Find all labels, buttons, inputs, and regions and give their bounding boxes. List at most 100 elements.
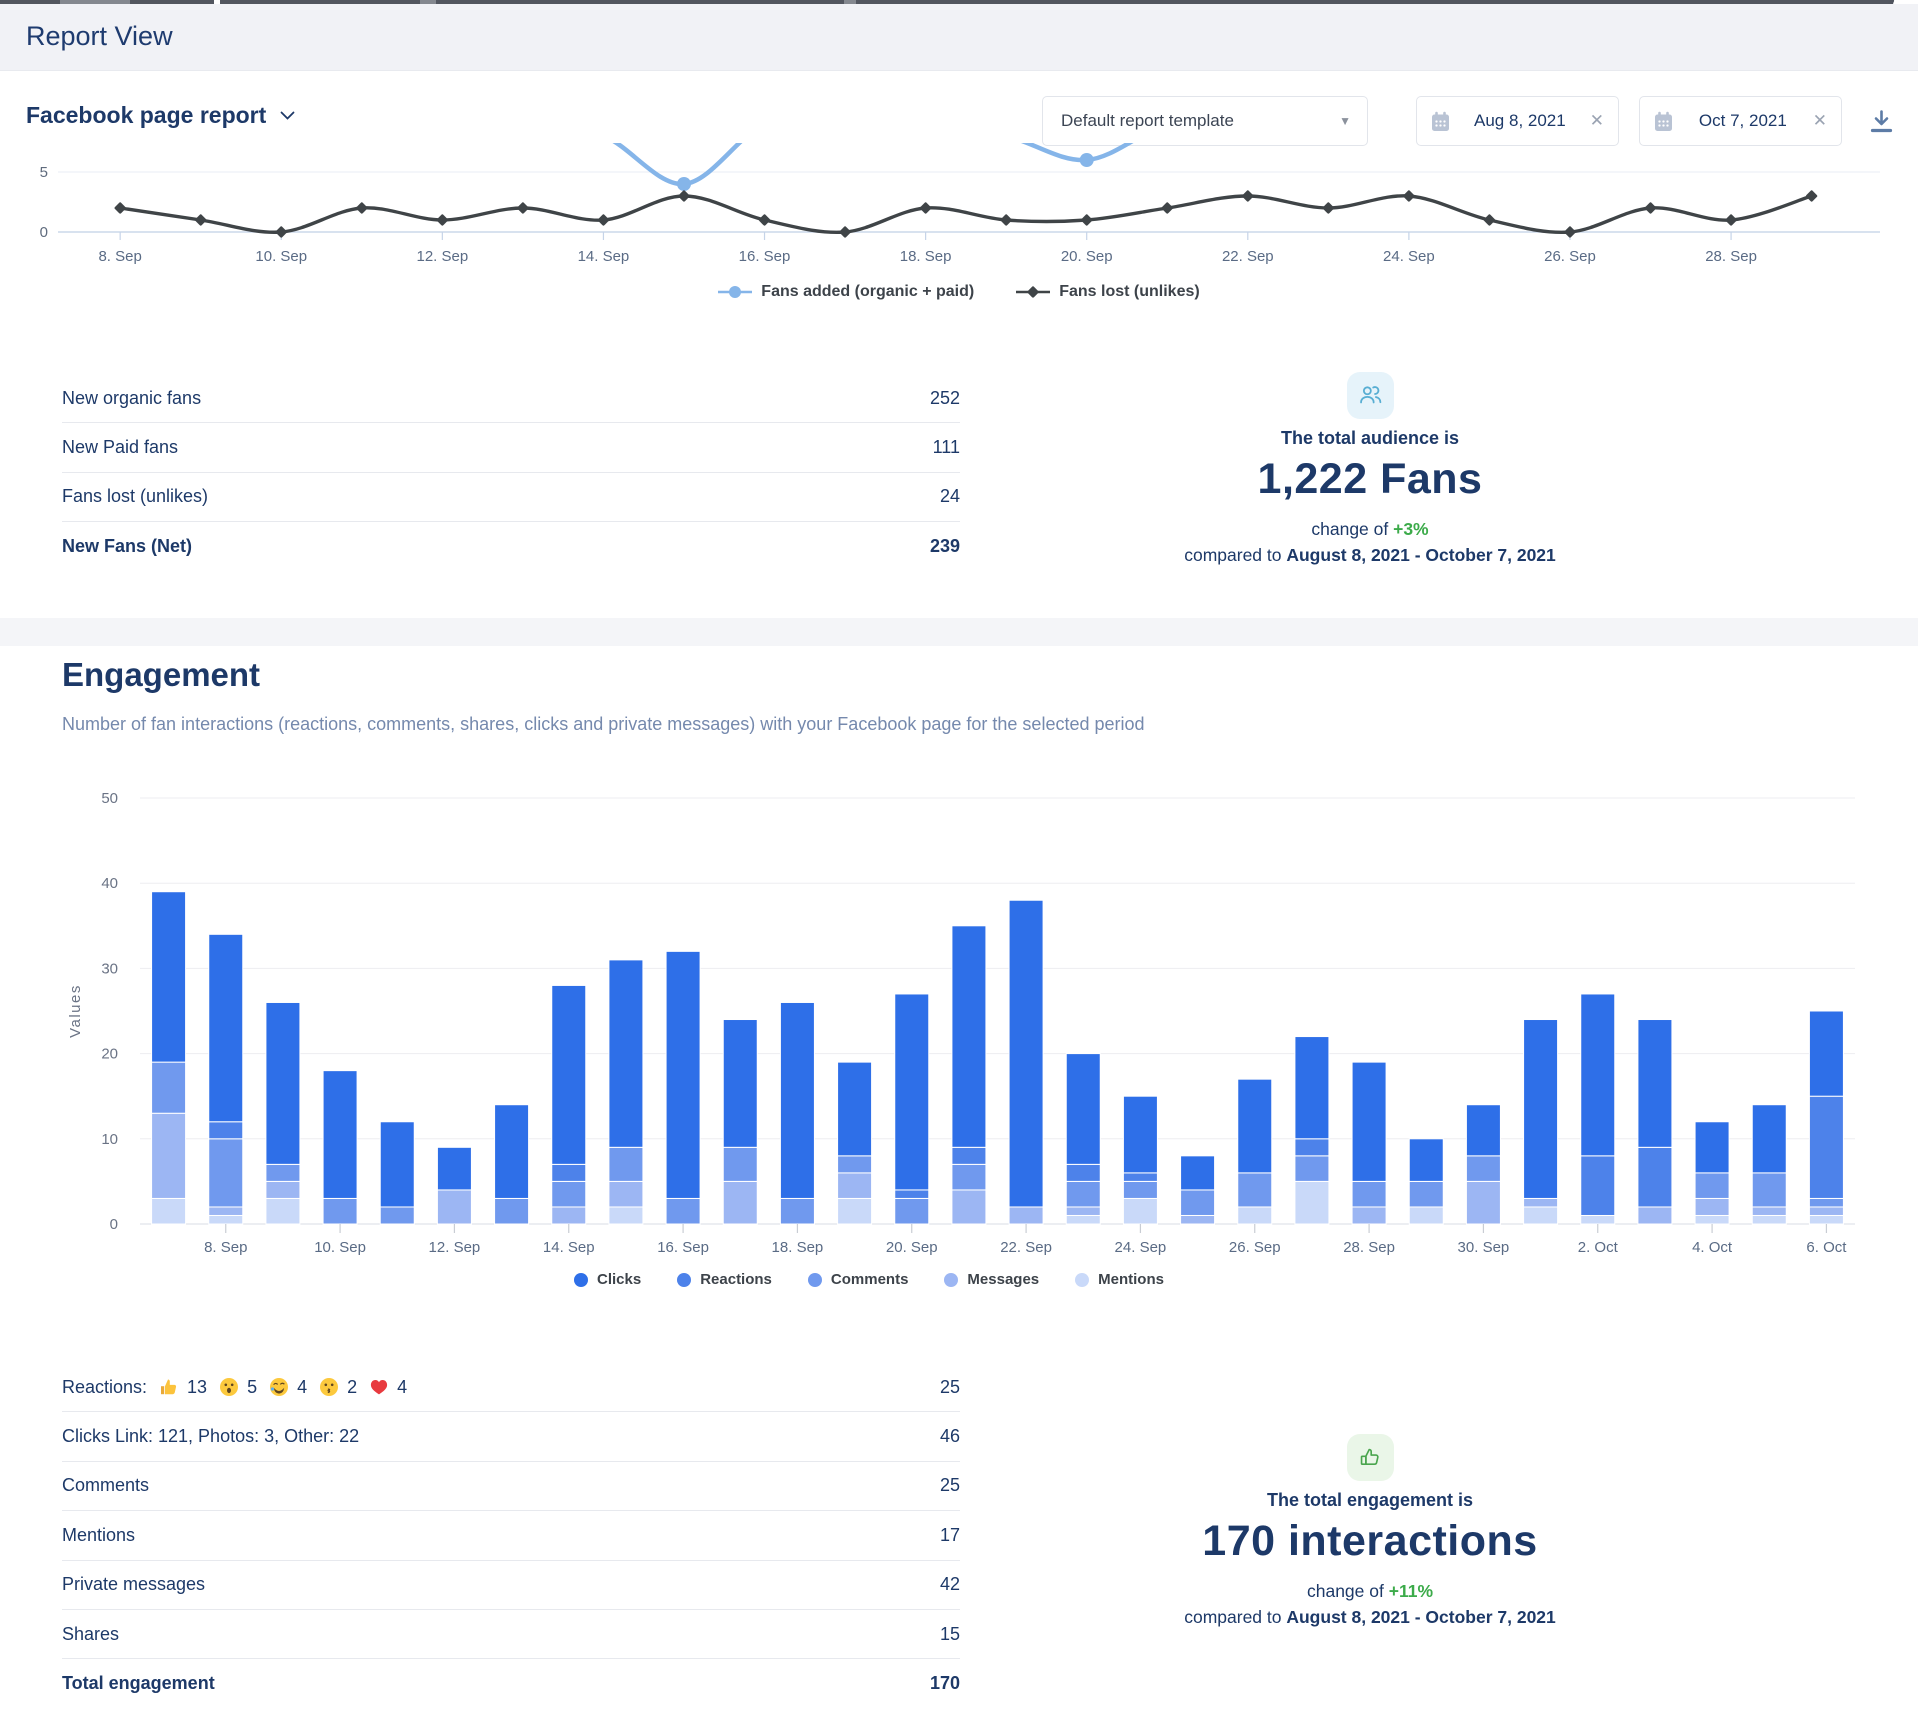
- table-row: Mentions 17: [62, 1511, 960, 1561]
- template-select-value: Default report template: [1061, 111, 1234, 130]
- audience-change: change of +3%: [1311, 519, 1429, 539]
- legend-item-clicks[interactable]: Clicks: [574, 1271, 641, 1288]
- date-to-value: Oct 7, 2021: [1698, 111, 1787, 130]
- legend-item-reactions[interactable]: Reactions: [677, 1271, 772, 1288]
- legend-dot-icon: [574, 1272, 588, 1287]
- section-divider: [0, 618, 1918, 646]
- legend-item-comments[interactable]: Comments: [807, 1271, 908, 1288]
- line-chart-legend: Fans added (organic + paid) Fans lost (un…: [0, 283, 1918, 301]
- row-label: Mentions: [62, 1524, 136, 1545]
- legend-label: Clicks: [597, 1271, 642, 1288]
- report-name-dropdown[interactable]: Facebook page report: [26, 102, 295, 129]
- legend-label: Fans lost (unlikes): [1059, 283, 1200, 300]
- legend-label: Messages: [967, 1271, 1040, 1288]
- legend-item-fans-lost[interactable]: Fans lost (unlikes): [1016, 283, 1200, 301]
- table-row: New Paid fans 111: [62, 423, 960, 473]
- report-controls: Default report template ▼ Aug 8, 2021 ✕: [1042, 96, 1895, 146]
- svg-text:26. Sep: 26. Sep: [1229, 1239, 1281, 1256]
- row-value: 24: [939, 486, 960, 507]
- svg-text:8. Sep: 8. Sep: [204, 1239, 247, 1256]
- svg-text:30. Sep: 30. Sep: [1458, 1239, 1510, 1256]
- legend-item-fans-added[interactable]: Fans added (organic + paid): [718, 283, 974, 301]
- thumbs-up-icon: [161, 1379, 177, 1395]
- svg-text:10. Sep: 10. Sep: [255, 248, 307, 265]
- audience-summary-card: The total audience is 1,222 Fans change …: [1040, 372, 1700, 566]
- svg-text:4. Oct: 4. Oct: [1692, 1239, 1733, 1256]
- calendar-icon: [1432, 111, 1449, 131]
- date-from-picker[interactable]: Aug 8, 2021 ✕: [1416, 96, 1619, 146]
- svg-text:2. Oct: 2. Oct: [1578, 1239, 1619, 1256]
- download-report-button[interactable]: [1868, 108, 1895, 135]
- row-value: 239: [929, 535, 960, 556]
- clipped-gap: [214, 0, 220, 4]
- template-select[interactable]: Default report template ▼: [1042, 96, 1368, 146]
- audience-change-value: +3%: [1393, 519, 1429, 539]
- face-laughing-icon: [270, 1378, 289, 1397]
- svg-text:0: 0: [110, 1216, 118, 1233]
- legend-label: Fans added (organic + paid): [761, 283, 975, 300]
- table-row: Reactions: 13 5 4 2 4 25: [62, 1363, 960, 1413]
- table-row: Private messages 42: [62, 1561, 960, 1610]
- row-value: 15: [939, 1623, 960, 1644]
- svg-text:22. Sep: 22. Sep: [1222, 248, 1274, 265]
- legend-dot-icon: [807, 1272, 822, 1287]
- bar-chart-legend: Clicks Reactions Comments Messages Mentions: [0, 1271, 1828, 1288]
- legend-item-messages[interactable]: Messages: [944, 1271, 1039, 1288]
- row-label: Comments: [62, 1475, 150, 1496]
- svg-text:14. Sep: 14. Sep: [578, 248, 630, 265]
- engagement-change: change of +11%: [1306, 1581, 1433, 1601]
- engagement-bar-chart: 50 40 30 20 10 0 Values 8. Sep 10. Sep 12. Sep 14.…: [67, 790, 1855, 1256]
- table-row: Fans lost (unlikes) 24: [62, 473, 960, 523]
- audience-total: 1,222 Fans: [1257, 455, 1483, 503]
- clear-date-from-icon[interactable]: ✕: [1589, 111, 1604, 130]
- svg-text:20: 20: [101, 1046, 118, 1063]
- fans-summary-table: New organic fans 252 New Paid fans 111 Fans …: [62, 374, 960, 571]
- svg-text:Values: Values: [67, 984, 84, 1038]
- svg-text:14. Sep: 14. Sep: [543, 1239, 595, 1256]
- engagement-compared: compared to August 8, 2021 - October 7, …: [1184, 1607, 1556, 1627]
- date-from-value: Aug 8, 2021: [1474, 111, 1566, 130]
- audience-summary-line: The total audience is: [1280, 428, 1460, 448]
- calendar-icon: [1655, 111, 1672, 131]
- svg-text:26. Sep: 26. Sep: [1544, 248, 1596, 265]
- face-surprised-icon: [220, 1378, 239, 1397]
- svg-text:0: 0: [40, 224, 48, 241]
- svg-text:24. Sep: 24. Sep: [1115, 1239, 1167, 1256]
- svg-text:10. Sep: 10. Sep: [314, 1239, 366, 1256]
- row-value: 25: [939, 1475, 960, 1496]
- engagement-section-title: Engagement: [62, 656, 261, 693]
- reaction-count: 13: [187, 1376, 208, 1397]
- clipped-text-fragment: [844, 0, 856, 4]
- row-label: Shares: [62, 1623, 120, 1644]
- legend-dot-icon: [677, 1272, 692, 1287]
- date-to-picker[interactable]: Oct 7, 2021 ✕: [1639, 96, 1842, 146]
- clipped-text-fragment: [60, 0, 130, 4]
- face-kissing-icon: [320, 1378, 339, 1397]
- row-value: 111: [932, 437, 960, 458]
- svg-text:5: 5: [40, 164, 48, 181]
- svg-text:30: 30: [101, 960, 118, 977]
- reaction-count: 2: [347, 1376, 358, 1397]
- svg-text:28. Sep: 28. Sep: [1705, 248, 1757, 265]
- svg-text:20. Sep: 20. Sep: [1061, 248, 1113, 265]
- select-arrow-icon: ▼: [1339, 114, 1351, 128]
- row-value: 42: [939, 1574, 960, 1595]
- row-value: 46: [939, 1426, 960, 1447]
- table-row: Total engagement 170: [62, 1659, 960, 1707]
- engagement-change-value: +11%: [1388, 1581, 1433, 1601]
- svg-text:24. Sep: 24. Sep: [1383, 248, 1435, 265]
- diamond-marker-icon: [1016, 286, 1051, 298]
- clear-date-to-icon[interactable]: ✕: [1812, 111, 1827, 130]
- svg-text:10: 10: [101, 1131, 118, 1148]
- legend-item-mentions[interactable]: Mentions: [1075, 1271, 1164, 1288]
- svg-text:22. Sep: 22. Sep: [1000, 1239, 1052, 1256]
- table-row: Comments 25: [62, 1462, 960, 1512]
- row-label: New organic fans: [62, 387, 202, 408]
- heart-icon: [371, 1380, 388, 1395]
- users-icon: [1346, 372, 1394, 419]
- circle-marker-icon: [718, 286, 753, 298]
- svg-text:12. Sep: 12. Sep: [429, 1239, 481, 1256]
- row-value: 25: [939, 1376, 960, 1397]
- svg-text:18. Sep: 18. Sep: [772, 1239, 824, 1256]
